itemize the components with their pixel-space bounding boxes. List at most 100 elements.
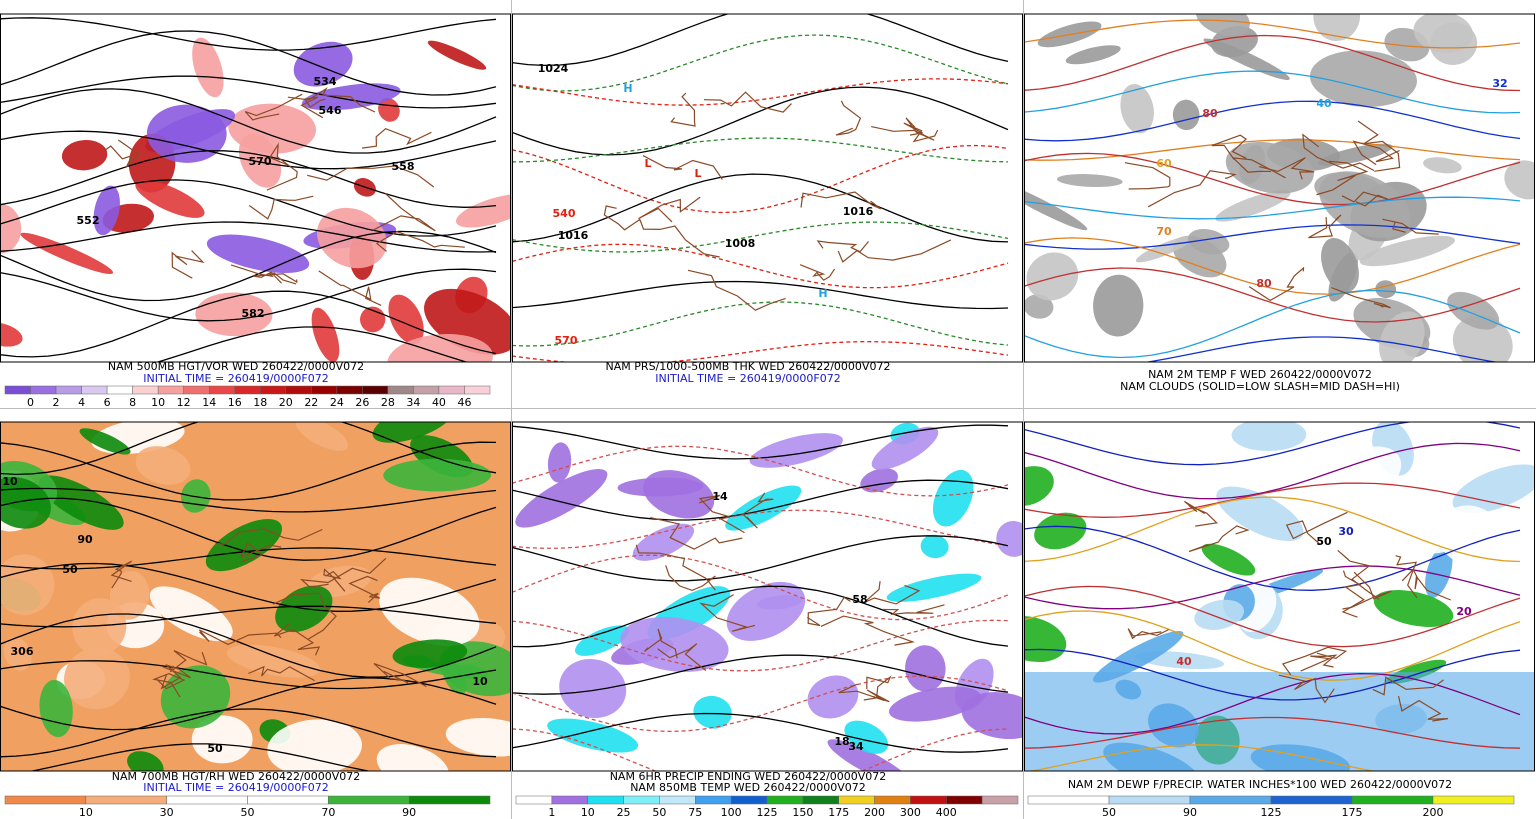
contour <box>1144 336 1499 362</box>
contour <box>512 301 1009 347</box>
boundary <box>152 673 186 698</box>
field-blob <box>1504 160 1535 200</box>
contour <box>1024 585 1521 648</box>
field-blob <box>1447 291 1500 330</box>
field-blob <box>3 637 32 671</box>
boundary <box>318 270 382 306</box>
field-blob <box>844 720 889 754</box>
boundary <box>1285 511 1348 545</box>
map-label: 1008 <box>725 237 756 250</box>
legend-label: 30 <box>160 806 174 819</box>
boundary <box>835 100 862 136</box>
map-label: 32 <box>1492 77 1507 90</box>
field-blob <box>1231 422 1307 452</box>
map-label: 18 <box>834 735 849 748</box>
boundary <box>665 565 716 592</box>
contour <box>1024 565 1521 610</box>
map-label: 552 <box>77 214 100 227</box>
legend-swatch <box>81 385 108 395</box>
legend-swatch <box>1027 795 1110 805</box>
map-label: 546 <box>319 104 342 117</box>
map-label: 14 <box>712 490 728 503</box>
field-blob <box>379 577 480 646</box>
contour <box>512 585 1009 648</box>
map-label: 558 <box>392 160 415 173</box>
boundary <box>323 568 346 592</box>
legend-swatch <box>766 795 804 805</box>
field-blob <box>1351 507 1409 553</box>
boundary <box>348 575 381 603</box>
legend-swatch <box>208 385 235 395</box>
boundary <box>1308 214 1342 239</box>
contour <box>1024 496 1521 563</box>
field-blob <box>93 185 120 236</box>
legend-swatch <box>285 385 312 395</box>
field-blob <box>617 477 704 497</box>
map-label: 40 <box>1316 97 1332 110</box>
contour <box>512 86 1009 156</box>
legend-label: 70 <box>321 806 335 819</box>
contour <box>0 130 497 170</box>
legend-label: 10 <box>151 396 165 409</box>
caption: NAM CLOUDS (SOLID=LOW SLASH=MID DASH=HI) <box>1120 380 1400 393</box>
map-label: 10 <box>472 675 488 688</box>
legend-swatch <box>910 795 947 805</box>
map-label: 80 <box>1256 277 1272 290</box>
contour <box>512 619 1009 672</box>
field-blob <box>1321 238 1359 293</box>
contour <box>0 88 497 154</box>
boundary <box>287 87 376 113</box>
field-blob <box>445 718 511 757</box>
boundary <box>1337 549 1380 600</box>
contour <box>512 535 1009 582</box>
field-blob <box>1092 630 1184 683</box>
contour <box>1024 152 1521 206</box>
field-blob <box>749 433 843 468</box>
contour <box>28 743 372 771</box>
map-label: 20 <box>1456 605 1472 618</box>
map-label: 80 <box>1202 107 1218 120</box>
contour <box>512 479 1009 521</box>
field-blob <box>632 523 695 561</box>
legend-swatch <box>55 385 82 395</box>
legend-swatch <box>166 795 248 805</box>
boundary <box>1300 654 1338 672</box>
legend-label: 100 <box>721 806 742 819</box>
field-blob <box>1379 311 1425 362</box>
legend-swatch <box>464 385 491 395</box>
legend-label: 24 <box>330 396 344 409</box>
field-blob <box>620 617 729 672</box>
map-frame <box>512 13 1023 363</box>
legend-label: 150 <box>792 806 813 819</box>
boundary <box>1147 170 1237 208</box>
legend-swatch <box>695 795 732 805</box>
contour <box>0 677 497 731</box>
contour <box>1024 19 1521 49</box>
boundary <box>248 665 315 682</box>
field-blob <box>160 665 231 729</box>
field-blob <box>1225 141 1314 194</box>
legend-label: 25 <box>617 806 631 819</box>
contour <box>0 179 497 237</box>
contour <box>0 422 497 476</box>
map-label: 570 <box>249 155 272 168</box>
field-blob <box>1309 50 1417 107</box>
field-blob <box>889 686 981 722</box>
boundary <box>639 219 720 258</box>
contour <box>0 441 497 501</box>
field-blob <box>376 744 450 771</box>
field-blob <box>427 40 487 70</box>
contour <box>512 34 1009 92</box>
map-label: 1016 <box>843 205 874 218</box>
field-blob <box>205 519 283 572</box>
legend-swatch <box>515 795 553 805</box>
field-blob <box>295 422 349 451</box>
contour <box>512 14 1009 67</box>
legend-label: 28 <box>381 396 395 409</box>
field-blob <box>39 679 73 738</box>
map-background <box>512 14 1023 362</box>
boundary <box>863 581 921 605</box>
field-blob <box>1373 589 1454 628</box>
legend-swatch <box>1351 795 1434 805</box>
boundary <box>1341 191 1388 207</box>
